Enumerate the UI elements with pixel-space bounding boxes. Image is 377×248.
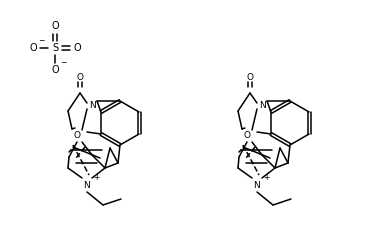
Text: +: + — [263, 174, 269, 183]
Text: S: S — [52, 43, 58, 53]
Text: O: O — [74, 130, 81, 139]
Text: O: O — [247, 72, 253, 82]
Text: O: O — [244, 130, 250, 139]
Text: N: N — [259, 100, 265, 110]
Text: N: N — [89, 100, 95, 110]
Text: O: O — [29, 43, 37, 53]
Text: O: O — [73, 43, 81, 53]
Text: O: O — [51, 21, 59, 31]
Text: +: + — [93, 174, 99, 183]
Text: N: N — [84, 181, 90, 189]
Text: −: − — [60, 59, 66, 67]
Text: O: O — [51, 65, 59, 75]
Text: −: − — [38, 36, 44, 45]
Text: O: O — [77, 72, 83, 82]
Text: N: N — [254, 181, 261, 189]
